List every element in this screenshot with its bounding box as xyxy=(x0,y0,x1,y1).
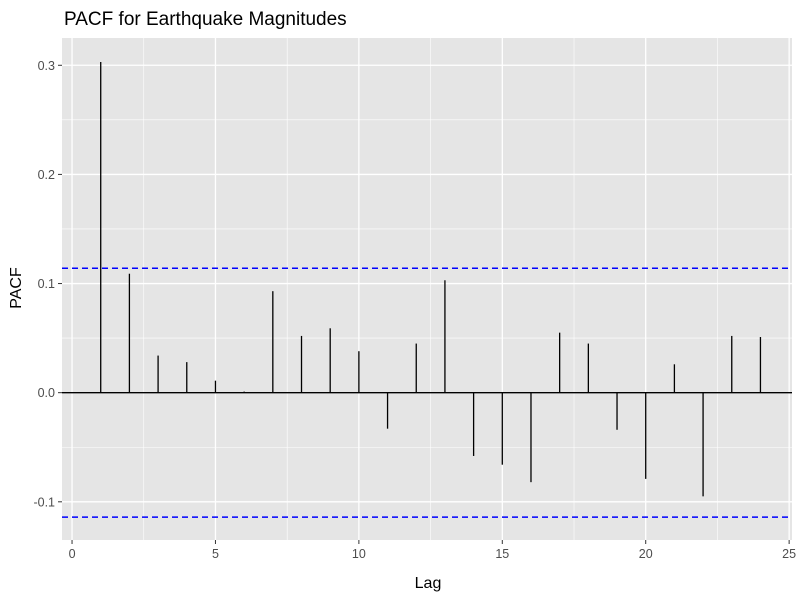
y-tick-label: 0.0 xyxy=(38,386,55,400)
x-tick-label: 20 xyxy=(639,547,653,561)
y-axis-ticks: -0.1 0.0 0.1 0.2 0.3 xyxy=(33,59,62,509)
y-axis-title: PACF xyxy=(8,267,25,309)
confidence-bounds xyxy=(62,267,792,518)
y-tick-label: 0.1 xyxy=(38,277,55,291)
x-tick-label: 0 xyxy=(69,547,76,561)
x-tick-label: 10 xyxy=(352,547,366,561)
x-tick-label: 5 xyxy=(212,547,219,561)
plot-panel xyxy=(62,38,792,540)
x-axis-ticks: 0 5 10 15 20 25 xyxy=(69,540,796,561)
y-tick-label: 0.3 xyxy=(38,59,55,73)
x-tick-label: 15 xyxy=(495,547,509,561)
chart-title: PACF for Earthquake Magnitudes xyxy=(64,9,347,30)
minor-gridlines xyxy=(62,38,792,540)
x-axis-title: Lag xyxy=(415,575,442,592)
y-tick-label: -0.1 xyxy=(33,495,55,509)
y-tick-label: 0.2 xyxy=(38,168,55,182)
pacf-bars xyxy=(100,62,762,497)
x-tick-label: 25 xyxy=(782,547,796,561)
